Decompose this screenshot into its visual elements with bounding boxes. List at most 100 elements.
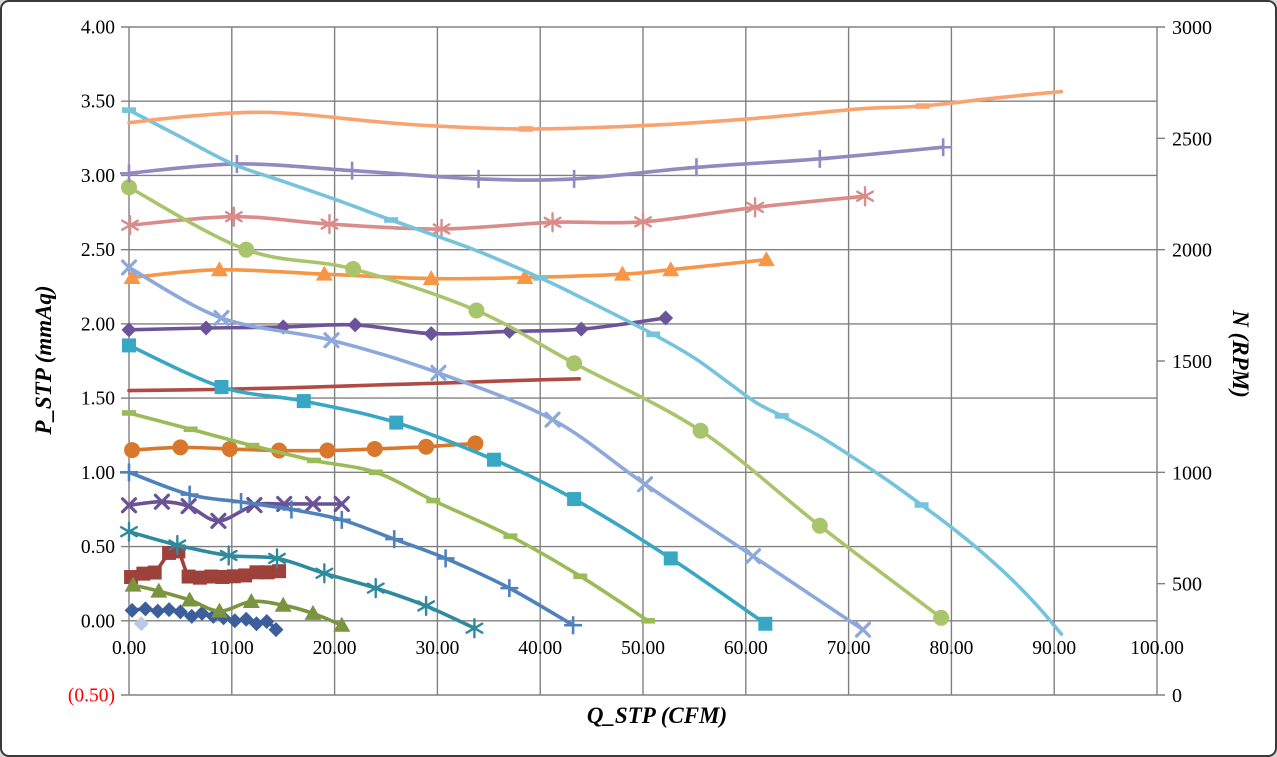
marker-asterisk-pressure-curve-3 — [219, 545, 238, 566]
marker-diamond-rpm-curve-5 — [423, 326, 439, 342]
marker-square-rpm-curve-1 — [215, 569, 230, 584]
marker-diamond-pressure-curve-1 — [194, 605, 210, 621]
marker-diamond-rpm-curve-5 — [573, 321, 589, 337]
marker-circle-rpm-curve-3 — [366, 440, 383, 457]
marker-circle-rpm-curve-3 — [221, 440, 238, 457]
marker-square-pressure-curve-6 — [486, 452, 501, 467]
marker-plus-rpm-curve-8 — [687, 158, 706, 177]
marker-asterisk-rpm-curve-7 — [543, 212, 562, 233]
x-axis-tick-label: 90.00 — [1032, 638, 1076, 659]
marker-square-pressure-curve-6 — [663, 551, 678, 566]
marker-asterisk-pressure-curve-3 — [315, 563, 334, 584]
series-line-rpm-curve-6 — [130, 257, 769, 281]
marker-square-pressure-curve-6 — [122, 338, 136, 353]
right-axis-tick-label: 1000 — [1172, 462, 1212, 484]
marker-dash-pressure-curve-5 — [122, 410, 136, 416]
marker-plus-rpm-curve-8 — [469, 169, 488, 188]
marker-diamond-rpm-curve-5 — [121, 322, 137, 338]
marker-triangle-rpm-curve-6 — [123, 269, 141, 284]
marker-dash-pressure-curve-9 — [914, 502, 929, 508]
marker-circle-rpm-curve-3 — [467, 435, 484, 452]
marker-square-pressure-curve-6 — [296, 394, 311, 409]
marker-triangle-pressure-curve-2 — [274, 596, 292, 612]
marker-triangle-pressure-curve-2 — [210, 602, 228, 618]
marker-circle-pressure-curve-8 — [468, 302, 485, 319]
marker-square-pressure-curve-6 — [389, 415, 404, 430]
left-axis-tick-label: 4.00 — [81, 18, 115, 39]
left-axis-tick-label: 0.00 — [81, 611, 115, 632]
marker-asterisk-pressure-curve-3 — [417, 595, 436, 617]
series-line-pressure-curve-5 — [127, 411, 650, 623]
marker-diamond-pressure-curve-1 — [172, 604, 188, 620]
marker-circle-pressure-curve-8 — [811, 517, 828, 534]
marker-square-pressure-curve-6 — [758, 616, 773, 631]
marker-plus-rpm-curve-8 — [934, 138, 953, 157]
marker-square-rpm-curve-1 — [238, 568, 253, 583]
x-axis-tick-label: 40.00 — [518, 638, 562, 659]
marker-square-rpm-curve-1 — [226, 569, 241, 584]
marker-dash-pressure-curve-5 — [245, 442, 260, 449]
marker-dash-rpm-curve-9 — [915, 103, 930, 109]
left-axis-tick-label: 0.50 — [81, 537, 115, 558]
marker-triangle-rpm-curve-6 — [422, 270, 440, 286]
marker-asterisk-pressure-curve-3 — [120, 521, 138, 542]
marker-square-rpm-curve-1 — [192, 570, 207, 585]
right-axis-tick-label: 2500 — [1172, 128, 1212, 150]
x-axis-tick-label: 80.00 — [929, 638, 973, 659]
marker-asterisk-rpm-curve-7 — [432, 218, 451, 240]
x-axis-tick-label: 50.00 — [621, 638, 665, 659]
marker-diamond-rpm-curve-5 — [658, 310, 674, 326]
marker-asterisk-rpm-curve-7 — [634, 211, 652, 233]
left-axis-tick-label: 1.00 — [81, 463, 115, 484]
marker-diamond-rpm-curve-5 — [347, 317, 363, 333]
x-axis-tick-label: 30.00 — [415, 638, 459, 659]
marker-circle-rpm-curve-3 — [319, 442, 336, 459]
marker-plus-pressure-curve-4 — [564, 616, 583, 635]
x-axis-tick-label: 20.00 — [313, 638, 357, 659]
marker-plus-rpm-curve-8 — [810, 149, 829, 168]
marker-square-pressure-curve-6 — [214, 379, 229, 394]
marker-asterisk-rpm-curve-7 — [856, 186, 875, 207]
marker-triangle-rpm-curve-6 — [210, 261, 228, 277]
marker-dash-pressure-curve-5 — [573, 573, 588, 580]
marker-x-pressure-curve-7 — [744, 548, 762, 565]
left-axis-tick-label: 2.00 — [81, 314, 115, 335]
marker-triangle-pressure-curve-2 — [242, 592, 260, 608]
marker-triangle-pressure-curve-2 — [181, 591, 199, 607]
marker-triangle-rpm-curve-6 — [613, 265, 631, 281]
marker-diamond-pressure-curve-1 — [150, 603, 166, 619]
marker-asterisk-pressure-curve-3 — [168, 534, 187, 556]
marker-diamond-stray-point — [133, 616, 149, 632]
marker-diamond-pressure-curve-1 — [137, 601, 153, 617]
marker-triangle-rpm-curve-6 — [315, 265, 333, 281]
marker-plus-pressure-curve-4 — [500, 579, 519, 598]
marker-circle-pressure-curve-8 — [238, 241, 255, 258]
marker-diamond-pressure-curve-1 — [248, 616, 264, 632]
marker-triangle-rpm-curve-6 — [757, 251, 775, 267]
marker-dash-pressure-curve-9 — [774, 413, 789, 419]
series-line-rpm-curve-7 — [128, 194, 867, 231]
x-axis-tick-label: 10.00 — [210, 638, 254, 659]
right-axis-tick-label: 3000 — [1172, 17, 1212, 39]
marker-x-pressure-curve-7 — [636, 476, 654, 493]
right-axis-tick-label: 2000 — [1172, 240, 1212, 262]
marker-x-pressure-curve-7 — [323, 332, 340, 349]
marker-x-pressure-curve-7 — [120, 259, 138, 276]
right-y-axis-title: N (RPM) — [1228, 310, 1253, 398]
marker-plus-pressure-curve-4 — [180, 485, 199, 504]
marker-x-rpm-curve-2 — [120, 497, 138, 514]
marker-square-rpm-curve-1 — [136, 566, 151, 581]
marker-asterisk-rpm-curve-7 — [121, 214, 140, 236]
marker-diamond-pressure-curve-1 — [227, 613, 243, 629]
marker-plus-pressure-curve-4 — [385, 530, 404, 549]
marker-square-rpm-curve-1 — [272, 564, 287, 579]
x-axis-tick-label: 0.00 — [112, 638, 146, 659]
x-axis-tick-label: 70.00 — [827, 638, 871, 659]
marker-x-pressure-curve-7 — [213, 309, 230, 327]
marker-triangle-pressure-curve-2 — [150, 582, 168, 598]
marker-dash-pressure-curve-5 — [183, 426, 198, 433]
marker-dash-rpm-curve-9 — [518, 126, 533, 132]
marker-plus-pressure-curve-4 — [282, 500, 301, 519]
marker-dash-pressure-curve-5 — [641, 617, 656, 624]
